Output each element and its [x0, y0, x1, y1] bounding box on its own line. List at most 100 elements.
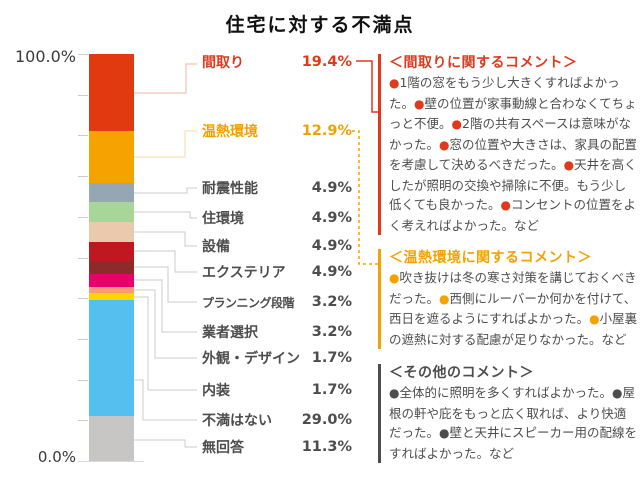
y-axis-tick — [78, 54, 88, 55]
label-row-4: 設備 4.9% — [202, 236, 352, 256]
bullet-icon: ● — [414, 96, 425, 111]
label-row-1: 温熱環境 12.9% — [202, 121, 352, 141]
y-axis-tick — [78, 338, 88, 340]
comment-box-onnetsu: ＜温熱環境に関するコメント＞ ●吹き抜けは冬の寒さ対策を講じておくべきだった。●… — [378, 249, 638, 349]
leader-fuman-nai — [134, 379, 197, 421]
y-axis-min-label: 0.0% — [37, 448, 76, 466]
category-percent: 12.9% — [301, 123, 352, 139]
bullet-icon: ● — [500, 198, 511, 212]
bar-segment-4 — [89, 221, 134, 242]
comment-box-other: ＜その他のコメント＞ ●全体的に照明を多くすればよかった。●屋根の軒や庇をもっと… — [378, 364, 638, 463]
category-label: 温熱環境 — [202, 124, 258, 140]
category-percent: 11.3% — [301, 439, 352, 455]
category-percent: 29.0% — [301, 412, 352, 428]
x-axis-baseline — [78, 461, 144, 462]
bullet-icon: ● — [439, 291, 450, 306]
bullet-icon: ● — [439, 426, 450, 440]
leader-exterior — [134, 250, 197, 273]
bullet-icon: ● — [612, 386, 623, 400]
y-axis-tick — [78, 298, 88, 300]
leader-mukaito — [134, 439, 197, 448]
category-label: 内装 — [202, 383, 230, 399]
category-percent: 4.9% — [311, 210, 352, 226]
bullet-icon: ● — [589, 312, 600, 326]
y-axis-tick — [78, 420, 88, 422]
bar-segment-9 — [89, 293, 134, 301]
y-axis-max-label: 100.0% — [14, 47, 76, 66]
y-axis-tick — [78, 216, 88, 218]
comment-box-content: ●吹き抜けは冬の寒さ対策を講じておくべきだった。●西側にルーバーか何かを付けて、… — [389, 270, 638, 347]
leader-taishin — [134, 187, 197, 194]
y-axis-tick — [78, 176, 88, 178]
category-percent: 19.4% — [301, 54, 352, 70]
leader-gyousha — [134, 279, 197, 333]
connector-onnetsu-box — [352, 130, 378, 265]
leader-planning — [134, 266, 197, 303]
y-axis-tick — [78, 94, 88, 96]
leader-setsubi — [134, 231, 197, 247]
y-axis-tick — [78, 257, 88, 259]
leader-juukankyo — [134, 211, 197, 219]
y-axis-tick — [78, 379, 88, 381]
category-label: 耐震性能 — [202, 181, 258, 197]
category-label: エクステリア — [202, 265, 286, 281]
bar-segment-3 — [89, 202, 134, 222]
bullet-icon: ● — [389, 271, 400, 285]
category-percent: 1.7% — [311, 382, 352, 398]
bar-segment-8 — [89, 286, 134, 294]
category-percent: 4.9% — [311, 238, 352, 254]
category-label: 外観・デザイン — [202, 351, 300, 367]
comment-box-madori: ＜間取りに関するコメント＞ ●1階の窓をもう少し大きくすればよかった。●壁の位置… — [378, 54, 638, 235]
bullet-icon: ● — [389, 386, 400, 400]
bar-segment-0 — [89, 54, 134, 132]
category-percent: 3.2% — [311, 324, 352, 340]
y-axis-tick — [78, 135, 88, 137]
comment-box-title: ＜間取りに関するコメント＞ — [389, 55, 578, 71]
bullet-icon: ● — [389, 76, 400, 90]
bar-segment-2 — [89, 182, 134, 203]
category-label: 不満はない — [202, 413, 272, 429]
bar-segment-5 — [89, 241, 134, 262]
bullet-icon: ● — [439, 137, 450, 152]
label-row-9: 内装 1.7% — [202, 380, 352, 400]
category-label: プランニング段階 — [202, 295, 295, 310]
category-label: 無回答 — [202, 440, 244, 456]
category-percent: 1.7% — [311, 350, 352, 366]
category-percent: 4.9% — [311, 264, 352, 280]
leader-onnetsu — [134, 130, 197, 158]
label-row-5: エクステリア 4.9% — [202, 262, 352, 282]
category-label: 業者選択 — [202, 325, 258, 341]
category-percent: 3.2% — [311, 294, 352, 310]
comment-box-content: ●全体的に照明を多くすればよかった。●屋根の軒や庇をもっと広く取れば、より快適だ… — [389, 385, 638, 461]
label-row-0: 間取り 19.4% — [202, 52, 352, 72]
label-row-7: 業者選択 3.2% — [202, 322, 352, 342]
label-row-6: プランニング段階 3.2% — [202, 292, 352, 312]
leader-naisou — [134, 296, 197, 391]
bar-segment-11 — [89, 415, 134, 461]
category-label: 住環境 — [202, 211, 244, 227]
category-label: 設備 — [202, 239, 230, 255]
label-row-2: 耐震性能 4.9% — [202, 178, 352, 198]
connector-madori-box — [356, 60, 378, 113]
bar-segment-7 — [89, 273, 134, 287]
stacked-bar — [89, 54, 134, 461]
bar-segment-1 — [89, 131, 134, 183]
bullet-icon: ● — [451, 117, 462, 131]
comment-box-content: ●1階の窓をもう少し大きくすればよかった。●壁の位置が家事動線と合わなくてちょっ… — [389, 75, 638, 233]
bullet-icon: ● — [563, 158, 575, 172]
comment-box-title: ＜温熱環境に関するコメント＞ — [389, 250, 592, 266]
label-row-3: 住環境 4.9% — [202, 208, 352, 228]
category-label: 間取り — [202, 55, 244, 71]
label-row-8: 外観・デザイン 1.7% — [202, 348, 352, 368]
comment-box-title: ＜その他のコメント＞ — [389, 365, 534, 381]
label-row-11: 無回答 11.3% — [202, 437, 352, 457]
label-row-10: 不満はない 29.0% — [202, 410, 352, 430]
category-percent: 4.9% — [311, 180, 352, 196]
chart-title: 住宅に対する不満点 — [225, 14, 415, 36]
leader-madori — [134, 63, 197, 94]
bar-segment-10 — [89, 300, 134, 416]
bar-segment-6 — [89, 261, 134, 274]
leader-gaikan — [134, 289, 197, 359]
